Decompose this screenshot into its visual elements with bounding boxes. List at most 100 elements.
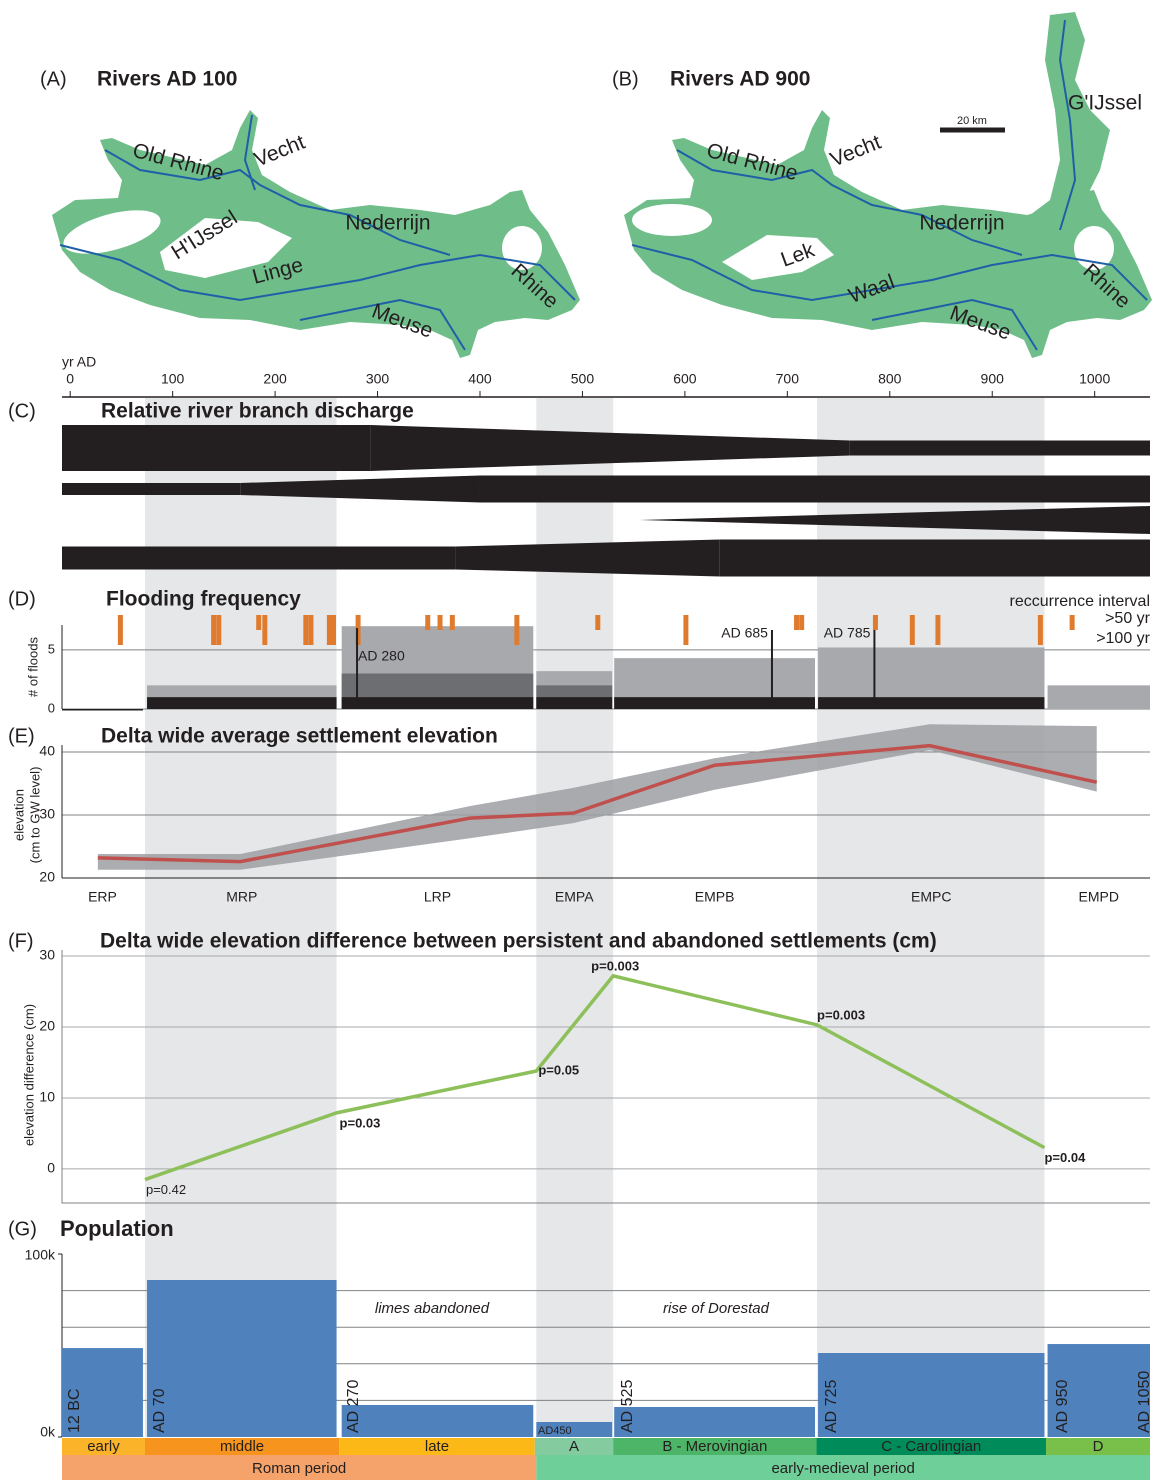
annotation-label: AD 280 [358,648,405,664]
population-bar [1047,1344,1150,1437]
river-line [59,244,576,302]
flood-event [326,615,332,645]
river-line [676,149,1023,256]
y-tick-label: 40 [39,743,55,759]
p-value-label: p=0.04 [1044,1150,1086,1165]
era-name: Roman period [252,1460,346,1477]
flood-event [303,615,309,645]
island [63,210,161,254]
p-value-label: p=0.03 [340,1115,381,1130]
legend-entry: >50 yr [1105,610,1151,627]
flood-event [355,615,361,645]
discharge-band [370,425,850,471]
y-tick-label: 0 [48,700,55,715]
flood-bar [536,697,613,709]
period-label: EMPC [911,889,951,905]
scale-bar-label: 20 km [957,115,987,127]
flood-bar [62,709,143,711]
flood-event [872,615,878,630]
population-bar [614,1406,815,1437]
period-band [144,1438,340,1455]
period-band [339,1438,535,1455]
date-label: 12 BC [66,1389,83,1433]
x-tick-label: 800 [878,371,902,387]
x-tick-label: 400 [468,371,492,387]
period-label: MRP [226,889,257,905]
legend-entry: >100 yr [1096,630,1150,647]
branch-label: Hollandse IJssel / Lek [439,480,596,497]
flood-bar [147,697,337,709]
date-label: AD 725 [823,1380,840,1433]
map-title: Rivers AD 100 [97,68,237,91]
x-tick-label: 900 [981,371,1005,387]
river-line [631,244,1148,302]
flood-bar [341,697,534,709]
y-tick-label: 5 [48,641,55,656]
river-label: G'IJssel [1068,92,1142,115]
flood-event [117,615,123,645]
map-b: 20 km [624,12,1152,358]
flood-event [1037,615,1043,645]
flood-event [308,615,314,645]
period-band [62,1438,145,1455]
flood-event [595,615,601,630]
x-tick-label: 100 [161,371,185,387]
discharge-band [849,440,1150,456]
period-label: LRP [424,889,451,905]
flood-event [1069,615,1075,630]
annotation: limes abandoned [375,1300,490,1317]
era-name: early-medieval period [771,1460,914,1477]
discharge-band [62,425,371,471]
period-name: early [87,1438,120,1455]
delta-shape [624,110,1152,358]
branch-label: Gelderse IJssel [873,512,983,529]
population-bar [536,1421,613,1437]
delta-shape [1010,12,1110,245]
annotation-label: AD 685 [721,625,768,641]
flood-event [794,615,800,630]
population-bar [341,1404,534,1437]
river-line [871,298,1038,351]
population-bar [147,1279,337,1437]
island [502,226,542,270]
discharge-band [455,539,720,577]
y-axis-label: # of floods [25,637,40,697]
river-label: Vecht [827,131,884,172]
panel-title: Delta wide average settlement elevation [101,725,498,748]
period-band [534,1438,614,1455]
flood-event [449,615,455,630]
flood-event [437,615,443,630]
period-name: middle [220,1438,264,1455]
y-tick-label: 0 [47,1160,55,1176]
axis-frame [61,950,1150,1204]
panel-label: (C) [8,400,36,422]
date-label: AD 525 [619,1380,636,1433]
period-label: EMPB [695,889,735,905]
panel-label: (E) [8,725,35,747]
era-band [536,1455,1150,1480]
date-label: AD450 [538,1425,572,1437]
map-a [52,110,580,358]
y-tick-label: 100k [25,1247,56,1263]
flood-bar [614,697,815,709]
y-tick-label: 30 [39,806,55,822]
flood-event [514,615,520,645]
delta-shape [52,110,580,358]
island [722,235,834,280]
flood-event [216,615,222,645]
branch-label: Waal [576,551,612,568]
panel-title: Population [60,1216,174,1241]
p-value-label: p=0.003 [591,958,639,973]
map-panel-label: (A) [40,68,67,90]
y-tick-label: 20 [39,1018,55,1034]
flood-event [262,615,268,645]
discharge-band [479,475,1150,503]
date-label: AD 950 [1054,1380,1071,1433]
y-tick-label: 0k [40,1424,56,1440]
panel-label: (F) [8,930,34,952]
era-band [62,1455,537,1480]
period-label: ERP [88,889,117,905]
period-label: EMPA [555,889,594,905]
p-value-label: p=0.003 [817,1007,865,1022]
period-label: EMPD [1079,889,1119,905]
